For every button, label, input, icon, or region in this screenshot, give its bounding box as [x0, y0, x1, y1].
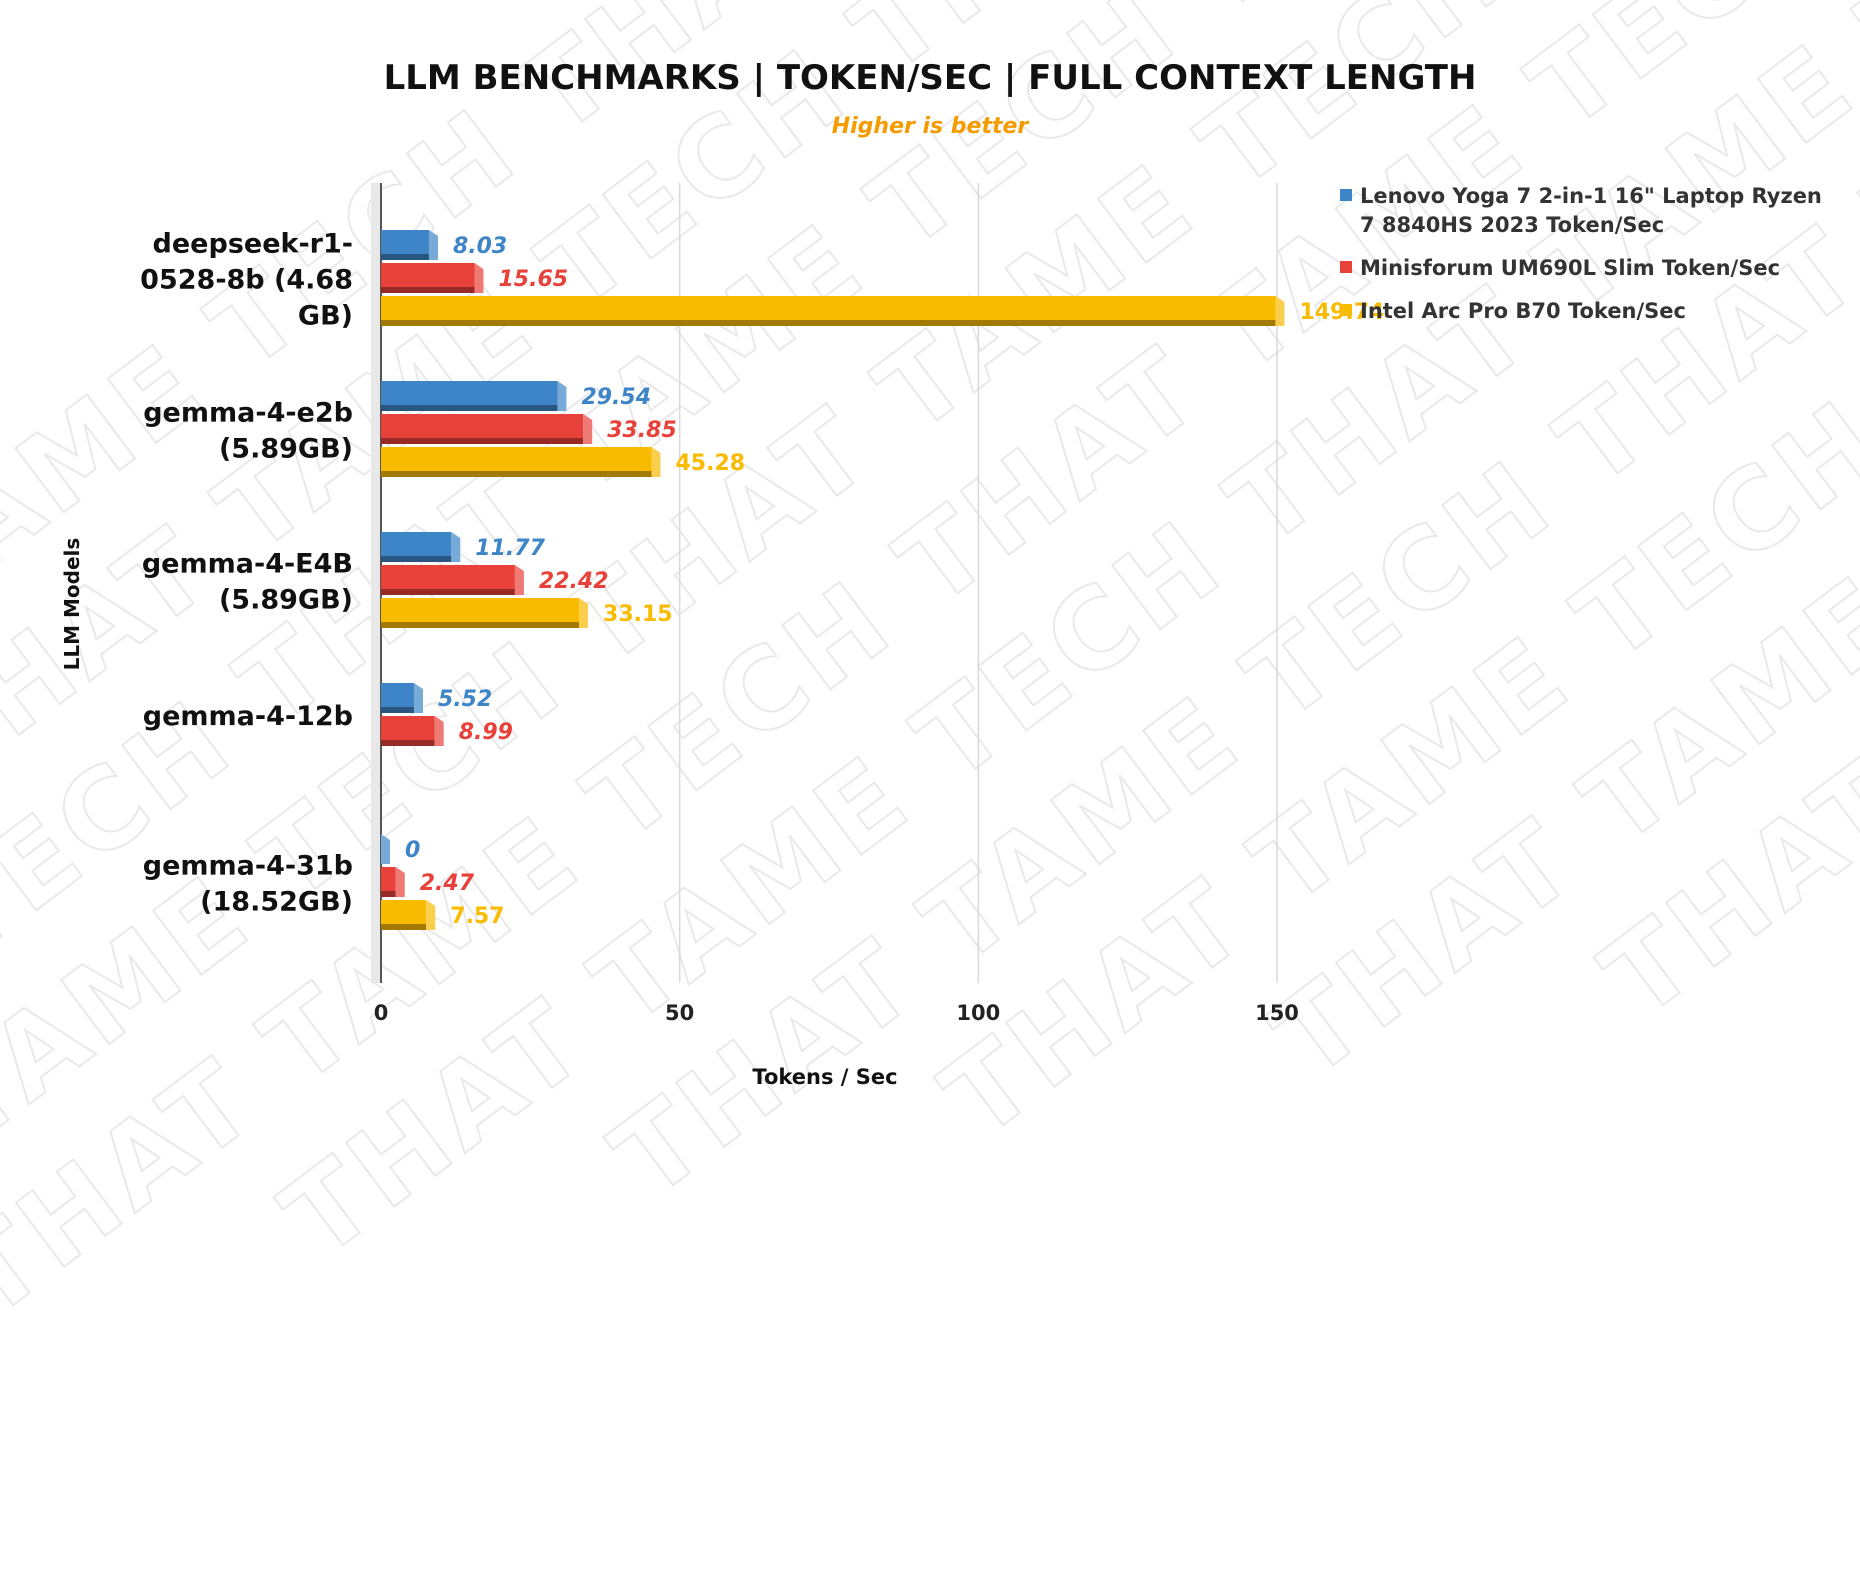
- legend-label: Intel Arc Pro B70 Token/Sec: [1360, 299, 1686, 323]
- bar-side-face: [413, 683, 423, 713]
- legend: Lenovo Yoga 7 2-in-1 16" Laptop Ryzen 7 8…: [1340, 182, 1840, 340]
- legend-label: Minisforum UM690L Slim Token/Sec: [1360, 256, 1781, 280]
- category-label: GB): [298, 301, 353, 332]
- bar: [381, 381, 558, 405]
- bar-bottom-face: [381, 287, 475, 293]
- chart-title: LLM BENCHMARKS | TOKEN/SEC | FULL CONTEX…: [383, 58, 1477, 98]
- category-label: gemma-4-31b: [143, 851, 353, 882]
- bar-bottom-face: [381, 471, 652, 477]
- bar-side-face: [426, 900, 436, 930]
- bar-side-face: [381, 834, 390, 864]
- y-axis-title: LLM Models: [60, 537, 84, 671]
- data-label: 29.54: [581, 385, 651, 410]
- bar-bottom-face: [381, 707, 414, 713]
- category-label: (18.52GB): [200, 887, 353, 918]
- data-label: 8.99: [459, 720, 513, 745]
- category-label: gemma-4-e2b: [143, 398, 353, 429]
- bar: [381, 230, 429, 254]
- bar-side-face: [395, 867, 405, 897]
- bar-bottom-face: [381, 589, 515, 595]
- bar: [381, 263, 475, 287]
- legend-swatch: [1340, 261, 1352, 273]
- category-label: gemma-4-E4B: [142, 549, 353, 580]
- chart-plot: 0 50 100 150 deepseek-r1- 0528-8b (4.68 GB) gem…: [140, 183, 1384, 1025]
- bar: [381, 716, 435, 740]
- bar: [381, 296, 1276, 320]
- legend-label: Lenovo Yoga 7 2-in-1 16" Laptop Ryzen 7 8…: [1360, 184, 1822, 237]
- bar: [381, 900, 427, 924]
- bar: [381, 598, 580, 622]
- bar: [381, 447, 652, 471]
- x-tick-label: 0: [374, 1001, 389, 1025]
- data-label: 7.57: [450, 904, 504, 929]
- x-axis-title: Tokens / Sec: [752, 1065, 898, 1089]
- bar-bottom-face: [381, 254, 429, 260]
- data-label: 0: [405, 838, 420, 863]
- bar-bottom-face: [381, 924, 427, 930]
- bar-side-face: [583, 414, 593, 444]
- bar-side-face: [514, 565, 524, 595]
- data-label: 33.15: [603, 602, 673, 627]
- bar-bottom-face: [381, 405, 558, 411]
- x-tick-label: 50: [665, 1001, 694, 1025]
- bar-bottom-face: [381, 556, 452, 562]
- axis-wall: [371, 183, 381, 983]
- bar-bottom-face: [381, 438, 584, 444]
- bar-bottom-face: [381, 320, 1276, 326]
- category-label: (5.89GB): [219, 585, 353, 616]
- legend-item: Lenovo Yoga 7 2-in-1 16" Laptop Ryzen 7 8…: [1340, 182, 1840, 240]
- bar: [381, 414, 584, 438]
- bar: [381, 867, 396, 891]
- x-tick-label: 100: [956, 1001, 1000, 1025]
- bar-side-face: [1275, 296, 1285, 326]
- bar-side-face: [474, 263, 484, 293]
- bar-side-face: [451, 532, 461, 562]
- bar: [381, 683, 414, 707]
- bar-side-face: [579, 598, 589, 628]
- bar-side-face: [434, 716, 444, 746]
- bar-bottom-face: [381, 622, 580, 628]
- bar: [381, 565, 515, 589]
- legend-item: Minisforum UM690L Slim Token/Sec: [1340, 254, 1840, 283]
- bar-bottom-face: [381, 891, 396, 897]
- data-label: 8.03: [453, 234, 507, 259]
- bar-side-face: [428, 230, 438, 260]
- bar-bottom-face: [381, 740, 435, 746]
- data-label: 2.47: [420, 871, 475, 896]
- data-label: 22.42: [539, 569, 609, 594]
- data-label: 15.65: [498, 267, 568, 292]
- chart-subtitle: Higher is better: [831, 114, 1029, 139]
- data-label: 45.28: [675, 451, 745, 476]
- legend-swatch: [1340, 304, 1352, 316]
- data-label: 11.77: [475, 536, 545, 561]
- legend-swatch: [1340, 189, 1352, 201]
- category-label: 0528-8b (4.68: [140, 265, 353, 296]
- x-tick-label: 150: [1255, 1001, 1299, 1025]
- category-label: (5.89GB): [219, 434, 353, 465]
- legend-item: Intel Arc Pro B70 Token/Sec: [1340, 297, 1840, 326]
- bar-side-face: [651, 447, 661, 477]
- category-label: gemma-4-12b: [143, 701, 353, 732]
- data-label: 5.52: [438, 687, 492, 712]
- bar-side-face: [557, 381, 567, 411]
- category-label: deepseek-r1-: [153, 229, 353, 260]
- data-label: 33.85: [607, 418, 677, 443]
- bar: [381, 532, 452, 556]
